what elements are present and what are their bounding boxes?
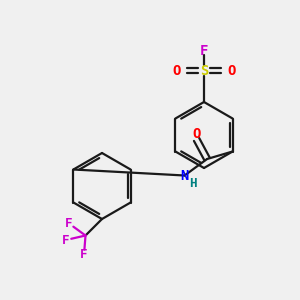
Text: O: O: [192, 127, 201, 140]
Text: S: S: [200, 64, 208, 77]
Text: N: N: [180, 169, 189, 182]
Text: F: F: [62, 233, 70, 247]
Text: F: F: [80, 248, 88, 262]
Text: F: F: [65, 217, 73, 230]
Text: O: O: [227, 64, 236, 77]
Text: O: O: [172, 64, 181, 77]
Text: F: F: [200, 44, 208, 58]
Text: H: H: [189, 177, 197, 190]
